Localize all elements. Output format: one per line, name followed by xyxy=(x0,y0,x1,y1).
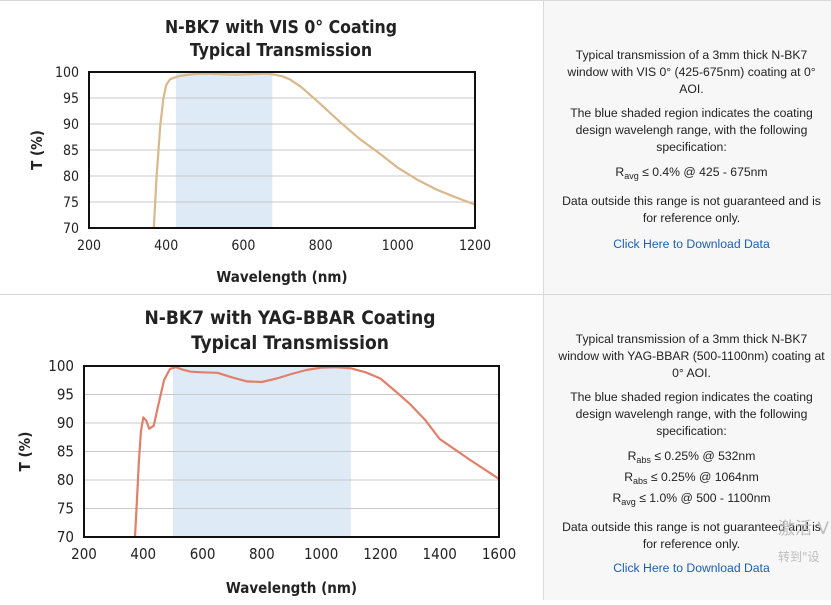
download-data-link[interactable]: Click Here to Download Data xyxy=(613,561,770,576)
yag-bbar-coating-chart: N-BK7 with YAG-BBAR Coating Typical Trans… xyxy=(16,307,516,597)
y-tick-label: 75 xyxy=(63,195,79,211)
x-tick-label: 200 xyxy=(77,238,101,254)
coating-spec-list: Ravg ≤ 0.4% @ 425 - 675nm xyxy=(556,164,827,185)
x-tick-label: 600 xyxy=(231,238,255,254)
disclaimer-text: Data outside this range is not guarantee… xyxy=(562,519,821,551)
chart-title: N-BK7 with YAG-BBAR Coating xyxy=(144,307,435,329)
plot-frame xyxy=(83,365,500,538)
chart-subtitle: Typical Transmission xyxy=(191,332,389,354)
x-tick-label: 1600 xyxy=(482,545,516,563)
vis-coating-chart: N-BK7 with VIS 0° Coating Typical Transmi… xyxy=(28,18,491,286)
y-tick-label: 95 xyxy=(57,386,74,404)
transmission-curve xyxy=(152,72,476,229)
chart-row-1: N-BK7 with VIS 0° Coating Typical Transmi… xyxy=(0,0,831,294)
x-axis-label: Wavelength (nm) xyxy=(216,268,347,286)
y-tick-label: 90 xyxy=(63,117,79,133)
y-tick-label: 75 xyxy=(57,500,74,518)
chart-cell-1: N-BK7 with VIS 0° Coating Typical Transmi… xyxy=(0,1,543,294)
description-text: Typical transmission of a 3mm thick N-BK… xyxy=(558,332,825,380)
disclaimer-text: Data outside this range is not guarantee… xyxy=(562,193,821,225)
x-tick-label: 800 xyxy=(309,238,333,254)
y-tick-label: 80 xyxy=(63,169,79,185)
description-shading-text: The blue shaded region indicates the coa… xyxy=(570,106,813,154)
spec-line: Rabs ≤ 0.25% @ 532nm xyxy=(627,448,756,465)
x-tick-label: 400 xyxy=(154,238,178,254)
x-tick-label: 800 xyxy=(249,545,275,563)
x-tick-label: 1400 xyxy=(423,545,457,563)
chart-subtitle: Typical Transmission xyxy=(190,41,372,61)
description-cell-2: Typical transmission of a 3mm thick N-BK… xyxy=(543,295,831,600)
y-axis-label: T (%) xyxy=(16,432,34,472)
x-tick-label: 600 xyxy=(190,545,216,563)
y-tick-label: 70 xyxy=(57,528,74,546)
watermark-line-1: 激活 V xyxy=(778,519,830,539)
x-tick-label: 1200 xyxy=(363,545,397,563)
x-tick-label: 200 xyxy=(71,545,97,563)
spec-line: Rabs ≤ 0.25% @ 1064nm xyxy=(624,469,759,486)
x-tick-label: 400 xyxy=(130,545,156,563)
x-tick-label: 1000 xyxy=(382,238,414,254)
description-text: Typical transmission of a 3mm thick N-BK… xyxy=(567,48,816,96)
y-axis-label: T (%) xyxy=(28,130,46,170)
chart-row-2: N-BK7 with YAG-BBAR Coating Typical Trans… xyxy=(0,294,831,600)
x-tick-label: 1000 xyxy=(304,545,338,563)
chart-title: N-BK7 with VIS 0° Coating xyxy=(165,18,397,38)
y-tick-label: 85 xyxy=(57,443,74,461)
y-tick-label: 100 xyxy=(48,357,74,375)
download-data-link[interactable]: Click Here to Download Data xyxy=(613,237,770,252)
description-cell-1: Typical transmission of a 3mm thick N-BK… xyxy=(543,1,831,294)
x-tick-label: 1200 xyxy=(459,238,491,254)
description-shading-text: The blue shaded region indicates the coa… xyxy=(570,390,813,438)
x-axis-label: Wavelength (nm) xyxy=(226,579,357,597)
y-tick-label: 85 xyxy=(63,143,79,159)
spec-line: Ravg ≤ 1.0% @ 500 - 1100nm xyxy=(612,490,771,507)
chart-cell-2: N-BK7 with YAG-BBAR Coating Typical Trans… xyxy=(0,295,543,600)
plot-frame xyxy=(88,71,476,229)
y-tick-label: 100 xyxy=(55,65,79,81)
y-tick-label: 70 xyxy=(63,221,79,237)
spec-line: Ravg ≤ 0.4% @ 425 - 675nm xyxy=(615,164,768,181)
y-tick-label: 80 xyxy=(57,471,74,489)
transmission-curve xyxy=(133,366,500,538)
y-tick-label: 90 xyxy=(57,414,74,432)
coating-spec-list: Rabs ≤ 0.25% @ 532nm Rabs ≤ 0.25% @ 1064n… xyxy=(556,448,827,511)
watermark-line-2: 转到"设 xyxy=(778,550,820,564)
y-tick-label: 95 xyxy=(63,91,79,107)
